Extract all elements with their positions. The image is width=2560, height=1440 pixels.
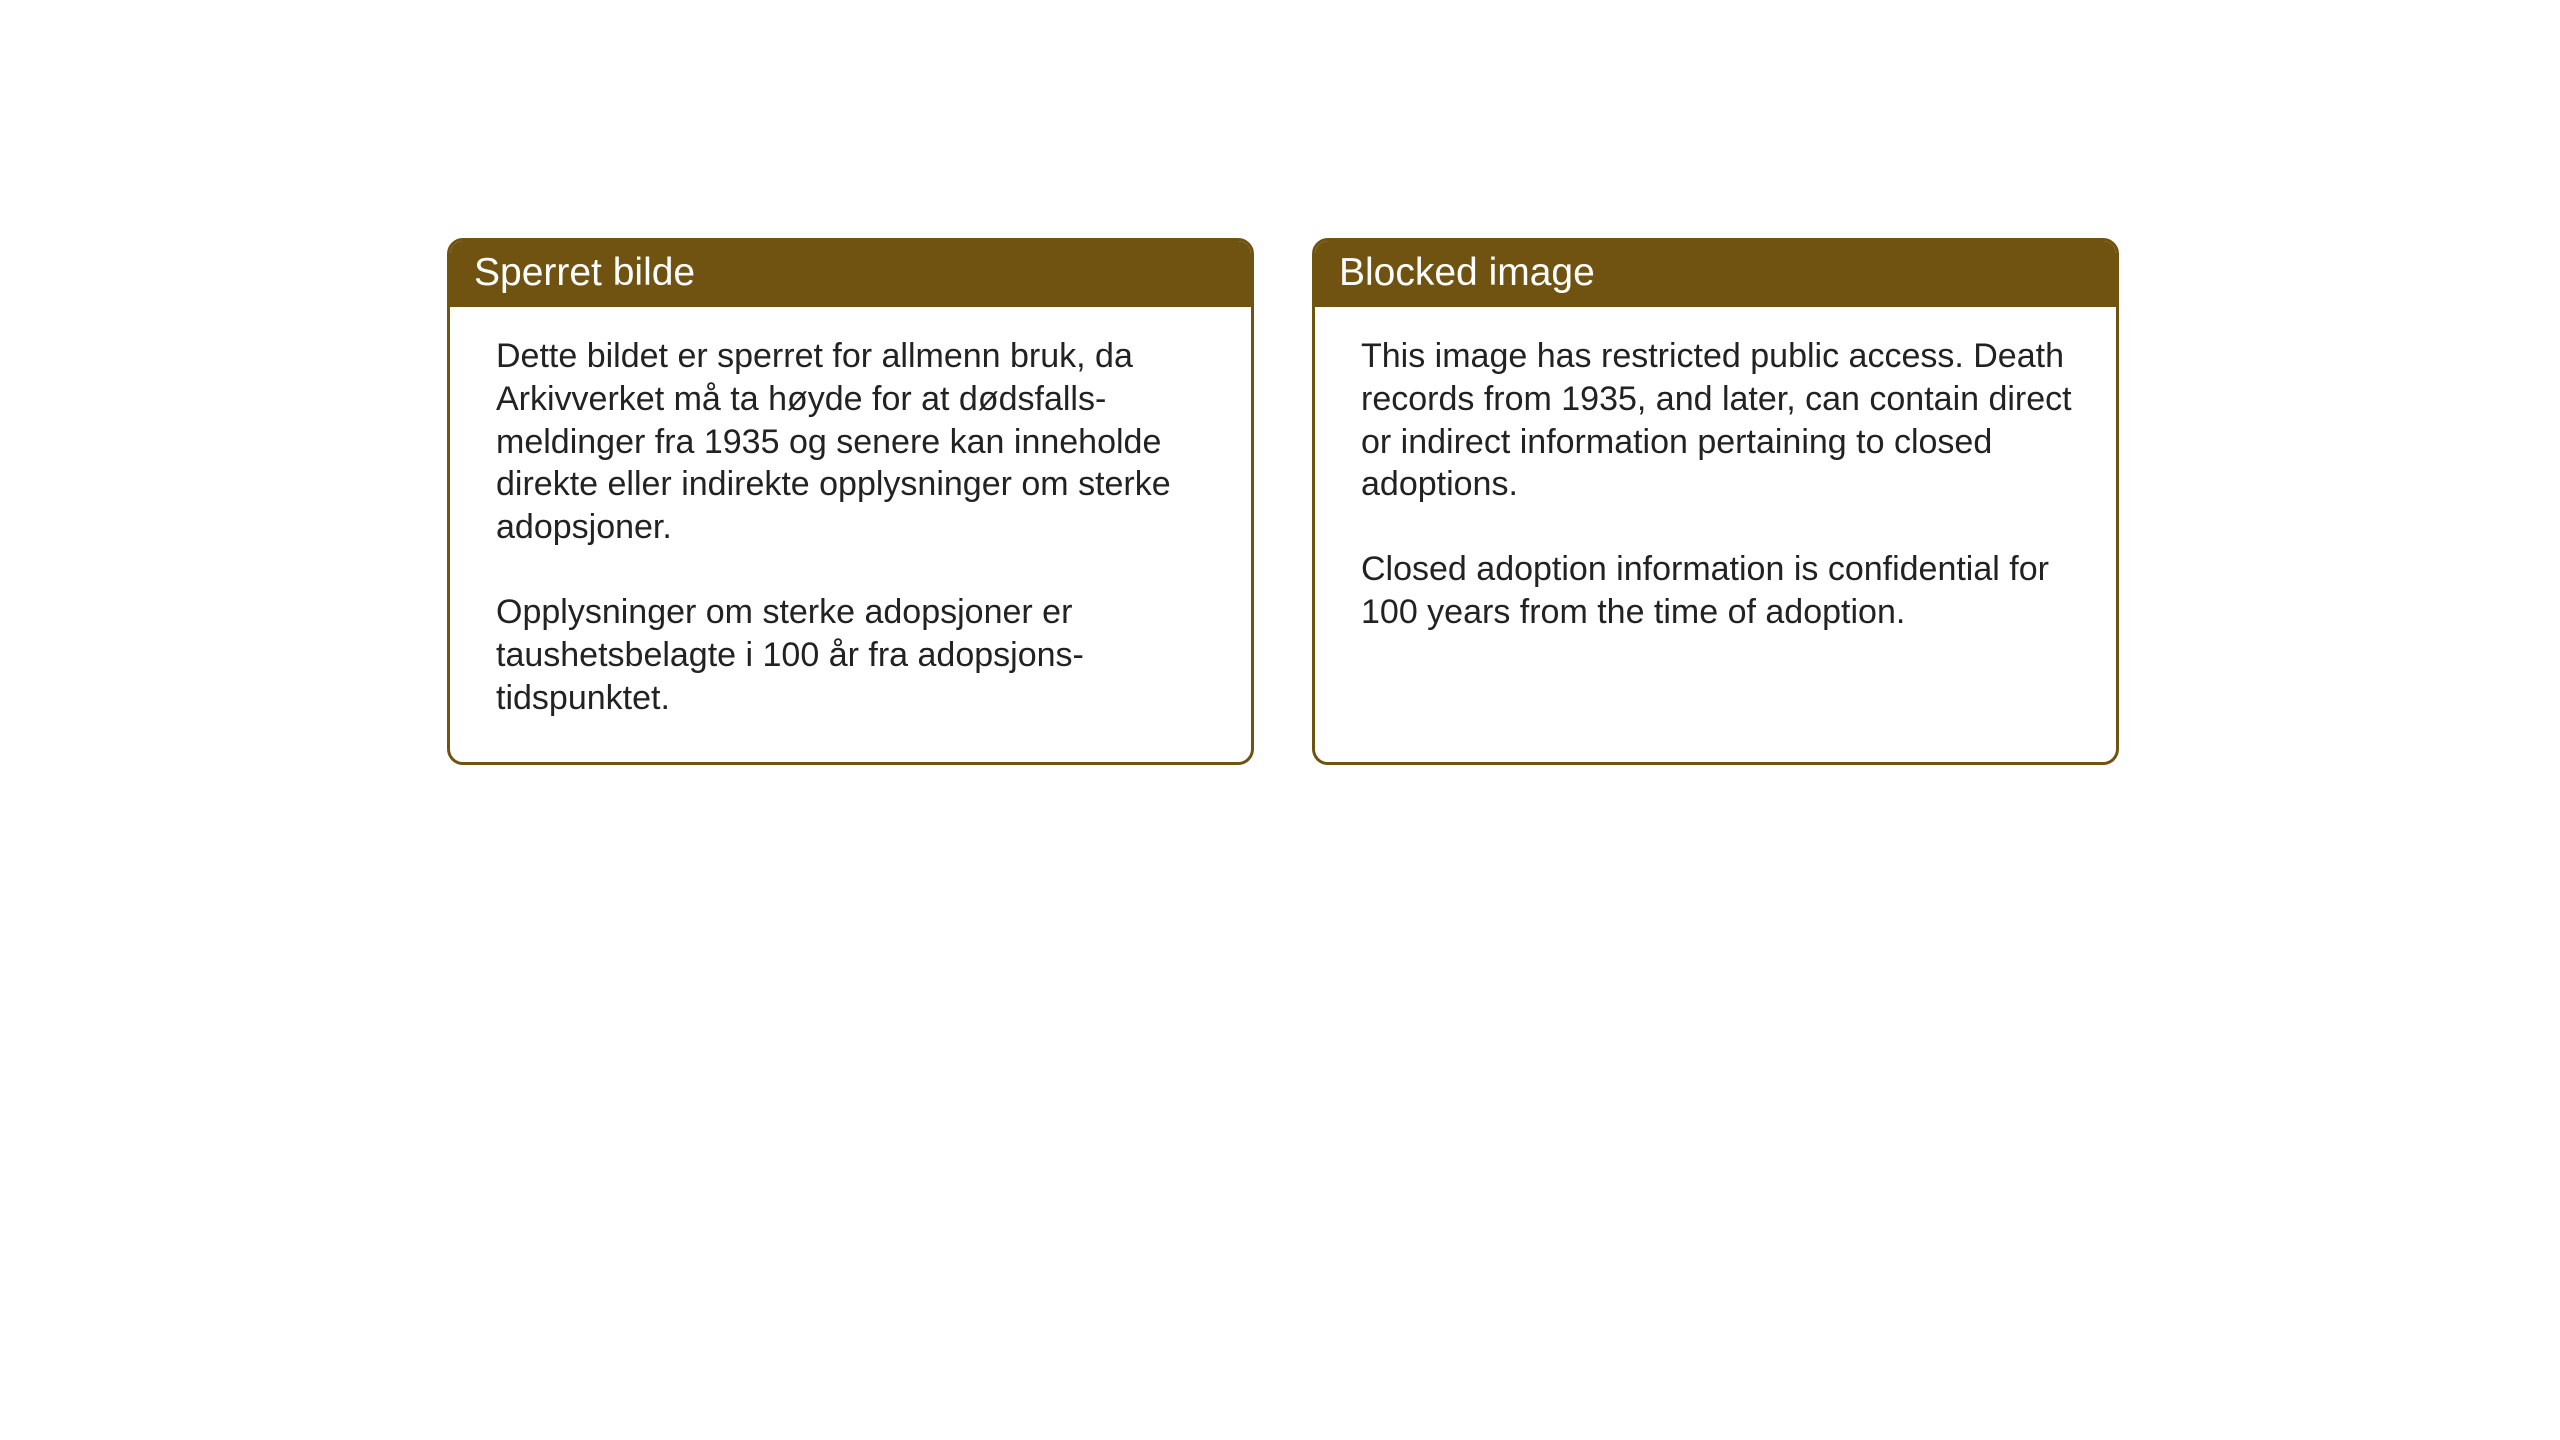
card-body-english: This image has restricted public access.…	[1315, 307, 2116, 676]
card-header-english: Blocked image	[1315, 241, 2116, 307]
card-paragraph-2-english: Closed adoption information is confident…	[1361, 548, 2074, 634]
card-body-norwegian: Dette bildet er sperret for allmenn bruk…	[450, 307, 1251, 762]
card-paragraph-2-norwegian: Opplysninger om sterke adopsjoner er tau…	[496, 591, 1209, 719]
card-title-norwegian: Sperret bilde	[474, 251, 695, 294]
cards-container: Sperret bilde Dette bildet er sperret fo…	[0, 0, 2560, 765]
card-paragraph-1-english: This image has restricted public access.…	[1361, 335, 2074, 506]
card-english: Blocked image This image has restricted …	[1312, 238, 2119, 765]
card-norwegian: Sperret bilde Dette bildet er sperret fo…	[447, 238, 1254, 765]
card-title-english: Blocked image	[1339, 251, 1595, 294]
card-paragraph-1-norwegian: Dette bildet er sperret for allmenn bruk…	[496, 335, 1209, 549]
card-header-norwegian: Sperret bilde	[450, 241, 1251, 307]
